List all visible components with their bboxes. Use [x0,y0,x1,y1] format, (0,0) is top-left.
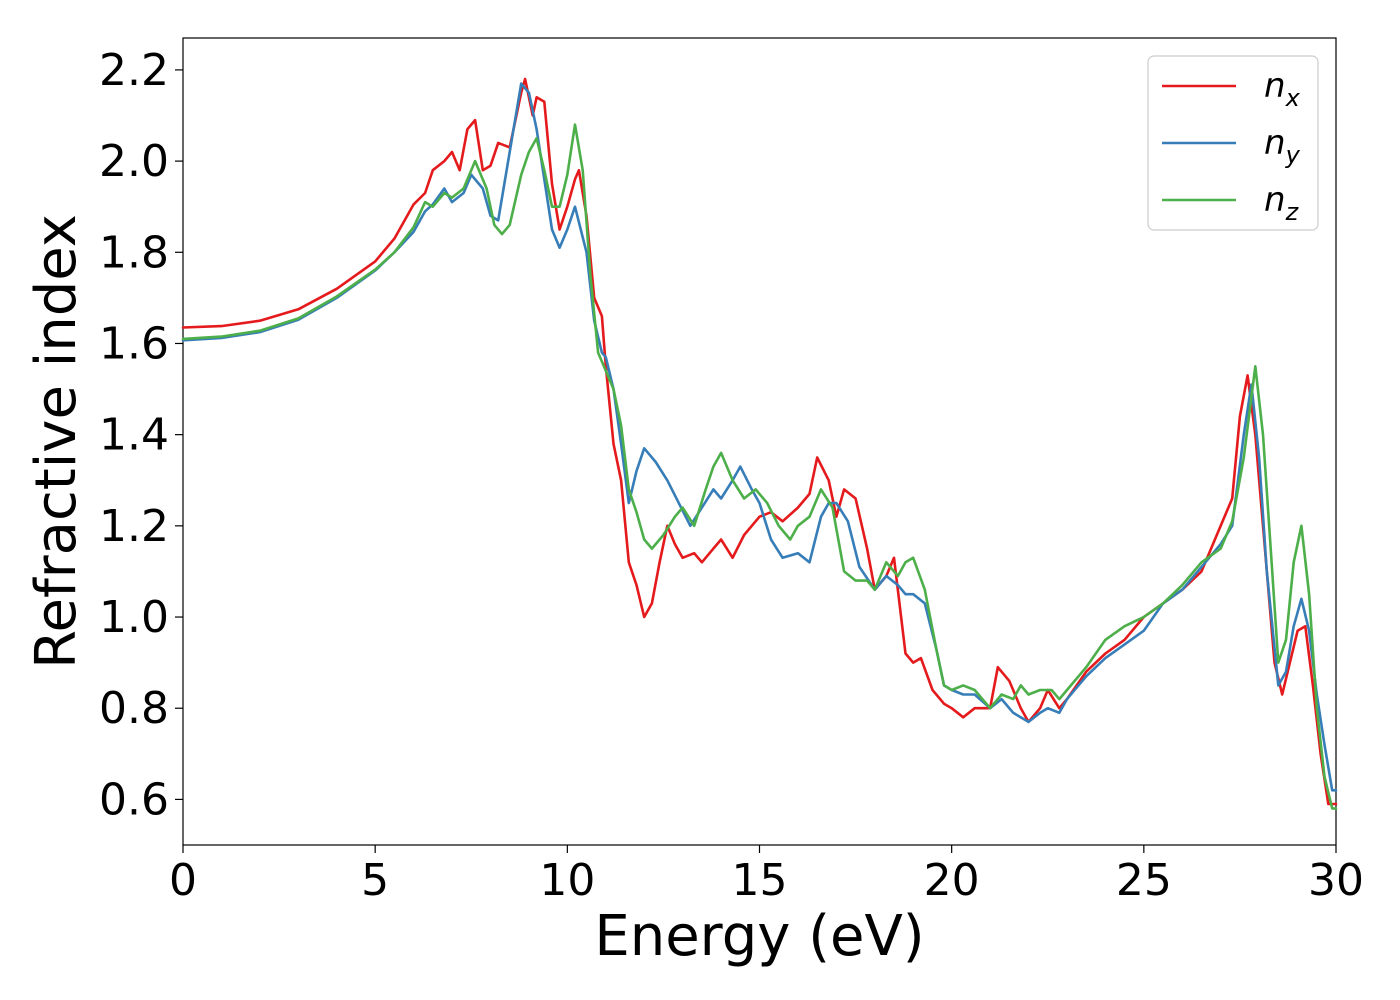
legend-label-nx: nx [1264,66,1301,112]
x-tick-label: 15 [732,855,788,906]
series-line-ny [181,82,1338,792]
plot-area: 0 5 10 15 20 25 30 0.6 0.8 1.0 1.2 1.4 1.6 1.8 2.0 2.2 [99,37,1364,906]
y-axis-label: Refractive index [24,214,89,669]
y-tick-label: 1.6 [99,318,169,369]
x-axis-ticks: 0 5 10 15 20 25 30 [169,845,1364,906]
x-tick-label: 5 [361,855,389,906]
y-tick-label: 0.8 [99,683,169,734]
y-axis-ticks: 0.6 0.8 1.0 1.2 1.4 1.6 1.8 2.0 2.2 [99,45,183,825]
series-line-nz [181,123,1338,810]
y-tick-label: 1.2 [99,501,169,552]
y-tick-label: 2.2 [99,45,169,96]
y-tick-label: 1.0 [99,592,169,643]
x-tick-label: 20 [924,855,980,906]
x-tick-label: 30 [1308,855,1364,906]
y-tick-label: 0.6 [99,774,169,825]
x-tick-label: 0 [169,855,197,906]
x-tick-label: 25 [1116,855,1172,906]
y-tick-label: 1.4 [99,410,169,461]
x-axis-label: Energy (eV) [594,904,924,969]
plot-frame [182,37,1337,846]
y-tick-label: 2.0 [99,136,169,187]
x-tick-label: 10 [539,855,595,906]
y-tick-label: 1.8 [99,227,169,278]
series-layer [181,77,1338,810]
